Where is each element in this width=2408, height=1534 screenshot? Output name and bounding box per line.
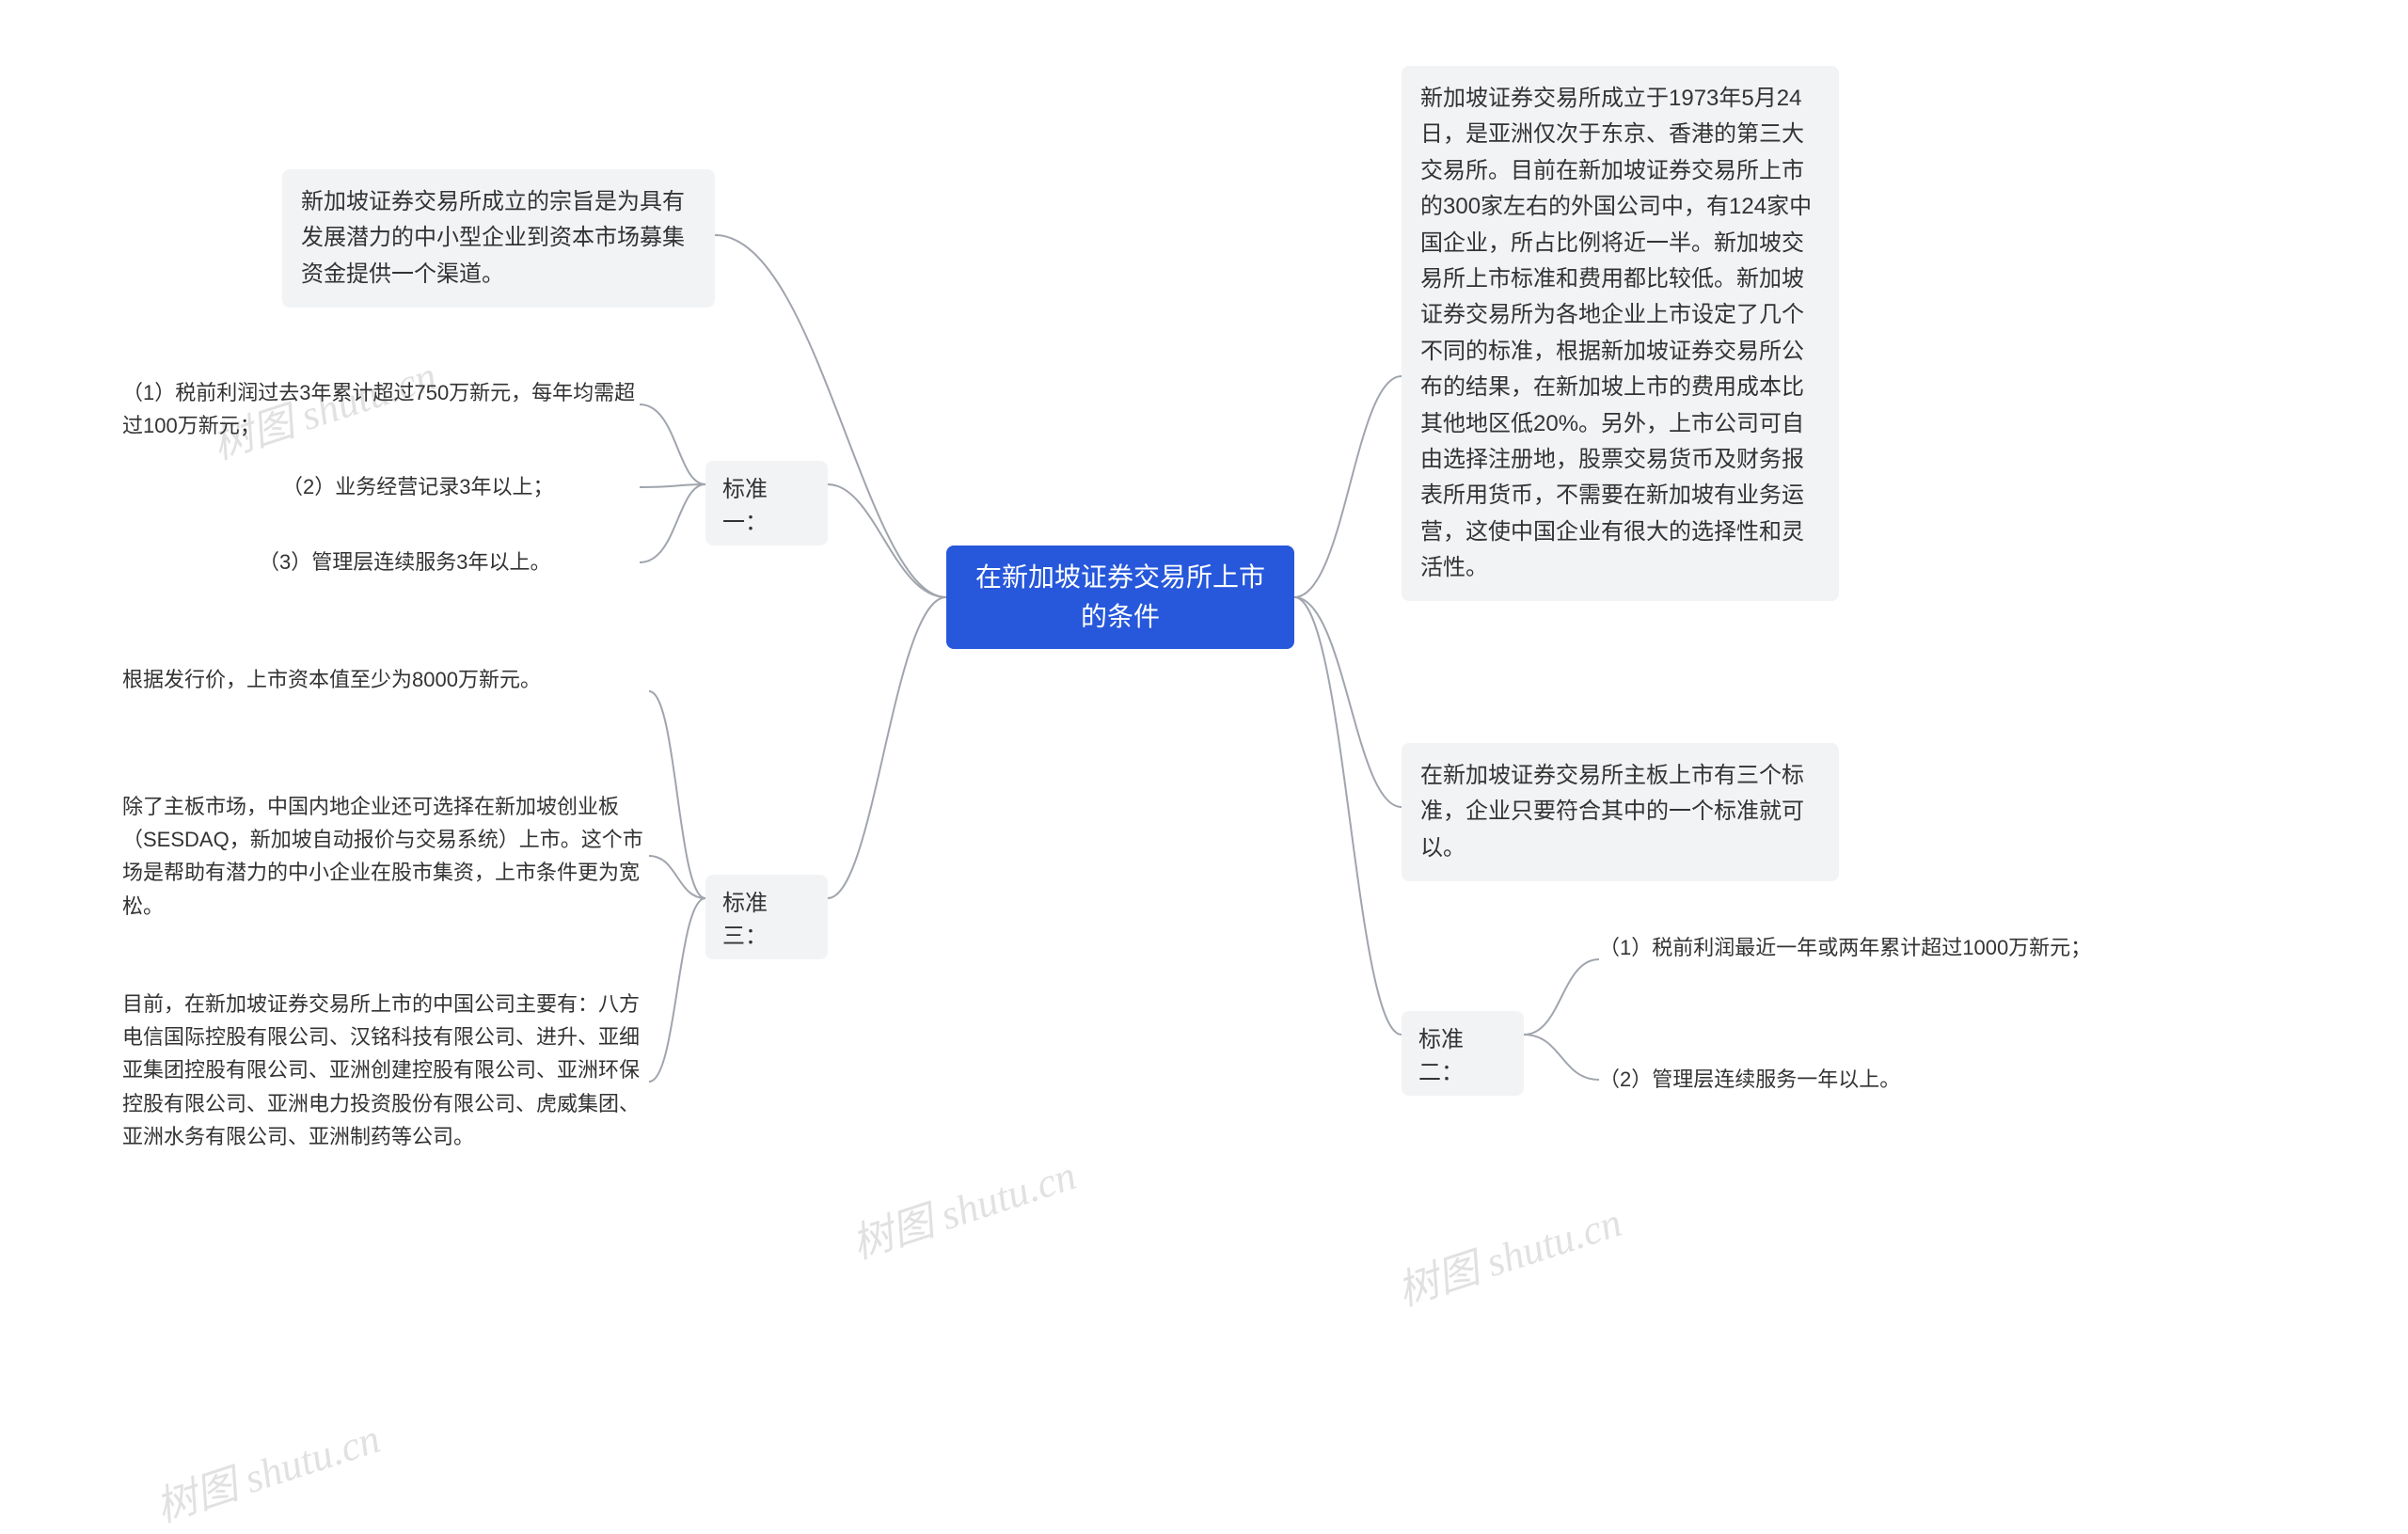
right-note-node: 在新加坡证券交易所主板上市有三个标准，企业只要符合其中的一个标准就可以。: [1402, 743, 1839, 881]
standard3-item: 除了主板市场，中国内地企业还可选择在新加坡创业板（SESDAQ，新加坡自动报价与…: [122, 790, 649, 923]
standard3-item: 目前，在新加坡证券交易所上市的中国公司主要有：八方电信国际控股有限公司、汉铭科技…: [122, 988, 649, 1153]
standard1-item: （2）业务经营记录3年以上；: [282, 470, 640, 503]
watermark: 树图 shutu.cn: [147, 1404, 387, 1533]
standard3-item: 根据发行价，上市资本值至少为8000万新元。: [122, 663, 649, 696]
center-node: 在新加坡证券交易所上市的条件: [946, 546, 1294, 649]
right-intro-node: 新加坡证券交易所成立于1973年5月24日，是亚洲仅次于东京、香港的第三大交易所…: [1402, 66, 1839, 601]
standard2-item: （1）税前利润最近一年或两年累计超过1000万新元；: [1599, 931, 2135, 964]
standard1-item: （1）税前利润过去3年累计超过750万新元，每年均需超过100万新元；: [122, 376, 640, 442]
standard2-label: 标准二：: [1402, 1011, 1524, 1096]
left-intro-node: 新加坡证券交易所成立的宗旨是为具有发展潜力的中小型企业到资本市场募集资金提供一个…: [282, 169, 715, 308]
standard3-label: 标准三：: [705, 875, 828, 959]
standard1-label: 标准一：: [705, 461, 828, 546]
standard1-item: （3）管理层连续服务3年以上。: [259, 546, 640, 578]
watermark: 树图 shutu.cn: [1388, 1188, 1628, 1317]
standard2-item: （2）管理层连续服务一年以上。: [1599, 1063, 2013, 1096]
watermark: 树图 shutu.cn: [843, 1141, 1083, 1270]
